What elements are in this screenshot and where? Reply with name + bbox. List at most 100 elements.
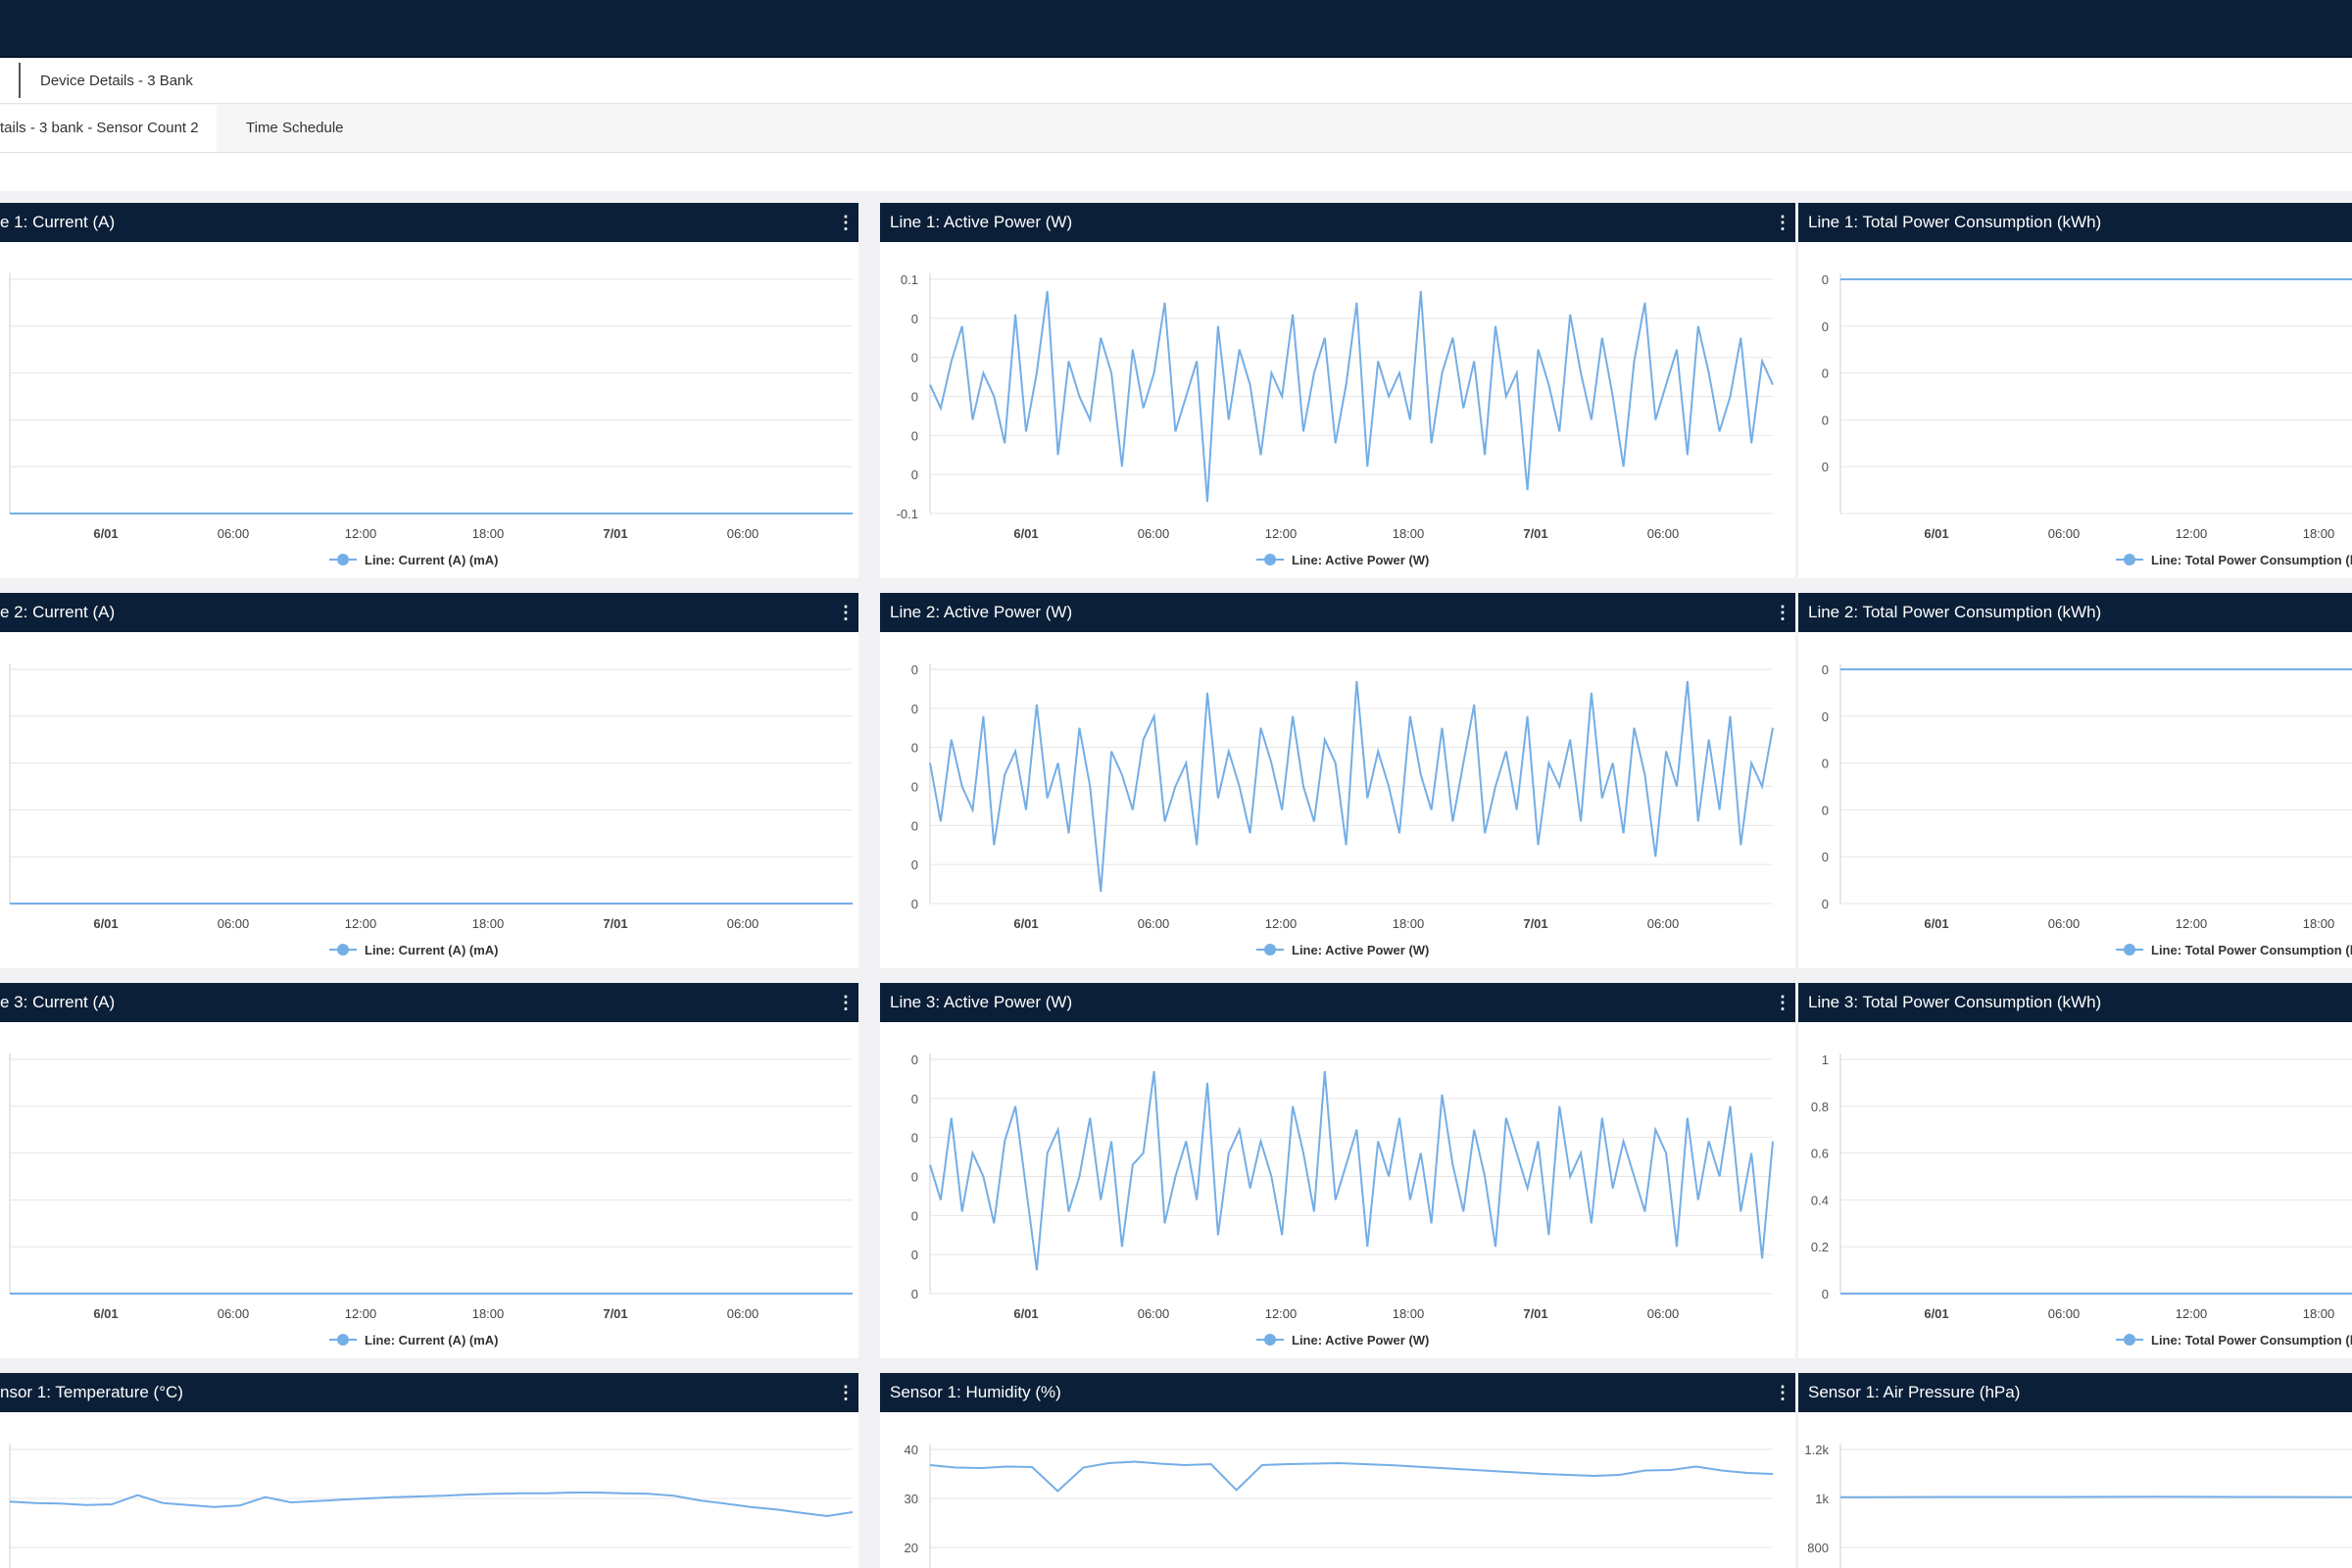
more-vert-icon[interactable]: ⋮	[1774, 993, 1791, 1012]
legend-label[interactable]: Line: Current (A) (mA)	[365, 553, 499, 567]
chart-panel: Line 3: Total Power Consumption (kWh) 1 0.…	[1798, 983, 2352, 1358]
x-tick-label: 18:00	[1393, 916, 1425, 931]
y-tick-label: 0	[1822, 272, 1829, 287]
legend-swatch-dot	[337, 944, 349, 956]
panel-title: Line 2: Active Power (W)	[890, 603, 1073, 621]
breadcrumb-divider	[19, 63, 21, 98]
chart-panel: nsor 1: Temperature (°C) ⋮ 505	[0, 1373, 858, 1568]
x-tick-label: 6/01	[93, 916, 118, 931]
panel-title: Line 1: Active Power (W)	[890, 213, 1073, 231]
x-tick-label: 6/01	[1013, 526, 1038, 541]
legend-swatch-dot	[337, 1334, 349, 1346]
chart-panel: e 3: Current (A) ⋮ 6/01 06:00 12:00 18:00 7/01…	[0, 983, 858, 1358]
series-line	[929, 680, 1774, 893]
chart-svg: 6/01 06:00 12:00 18:00 7/01 06:00 Line: Curren…	[9, 273, 853, 567]
chart-svg: 505	[9, 1444, 854, 1568]
y-tick-label: 1k	[1815, 1492, 1829, 1506]
x-tick-label: 06:00	[727, 916, 760, 931]
y-tick-label: 20	[905, 1541, 918, 1555]
panel-title: e 1: Current (A)	[0, 213, 116, 231]
x-tick-label: 7/01	[603, 916, 627, 931]
y-tick-label: 0.6	[1811, 1147, 1829, 1161]
x-tick-label: 6/01	[1013, 916, 1038, 931]
panel-header: Sensor 1: Air Pressure (hPa)	[1798, 1373, 2352, 1412]
panel-header: Line 3: Total Power Consumption (kWh)	[1798, 983, 2352, 1022]
y-tick-label: 0	[1822, 367, 1829, 381]
legend-label[interactable]: Line: Active Power (W)	[1292, 1333, 1429, 1348]
legend-swatch-dot	[1264, 554, 1276, 565]
y-tick-label: 0.8	[1811, 1100, 1829, 1114]
x-tick-label: 06:00	[2048, 526, 2081, 541]
more-vert-icon[interactable]: ⋮	[837, 603, 855, 622]
chart-panel: e 2: Current (A) ⋮ 6/01 06:00 12:00 18:00 7/01…	[0, 593, 858, 968]
panel-header: Line 2: Active Power (W) ⋮	[880, 593, 1795, 632]
x-tick-label: 12:00	[1265, 916, 1298, 931]
panel-title: Line 3: Active Power (W)	[890, 993, 1073, 1011]
tab-bar	[0, 105, 2352, 153]
x-tick-label: 06:00	[218, 526, 250, 541]
y-tick-label: 0	[1822, 319, 1829, 334]
chart-svg: 0 0 0 0 0 0 0 6/01 06:00 12:00 18:00 7/01 06:00 Line:…	[911, 1053, 1774, 1348]
x-tick-label: 06:00	[1647, 526, 1680, 541]
chart-panel: Line 2: Active Power (W) ⋮ 0 0 0 0 0 0 0 6/01 06:0…	[880, 593, 1795, 968]
more-vert-icon[interactable]: ⋮	[837, 213, 855, 232]
legend-swatch-dot	[2124, 1334, 2135, 1346]
y-tick-label: 0	[911, 428, 918, 443]
legend-label[interactable]: Line: Total Power Consumption (kWh)	[2151, 1333, 2352, 1348]
panel-header: e 1: Current (A) ⋮	[0, 203, 858, 242]
x-tick-label: 12:00	[1265, 526, 1298, 541]
legend-label[interactable]: Line: Active Power (W)	[1292, 553, 1429, 567]
x-tick-label: 06:00	[1138, 1306, 1170, 1321]
chart-svg: 1.2k 1k 800	[1804, 1443, 2352, 1568]
chart-panel: Sensor 1: Humidity (%) ⋮ 40 30 20	[880, 1373, 1795, 1568]
y-tick-label: 0	[911, 897, 918, 911]
more-vert-icon[interactable]: ⋮	[1774, 1383, 1791, 1402]
x-tick-label: 18:00	[472, 526, 505, 541]
y-tick-label: 0.1	[901, 272, 918, 287]
more-vert-icon[interactable]: ⋮	[1774, 603, 1791, 622]
y-tick-label: 0	[911, 467, 918, 482]
x-tick-label: 06:00	[727, 526, 760, 541]
x-tick-label: 6/01	[1924, 526, 1948, 541]
panel-header: Sensor 1: Humidity (%) ⋮	[880, 1373, 1795, 1412]
legend-label[interactable]: Line: Total Power Consumption (kWh)	[2151, 553, 2352, 567]
y-tick-label: 0	[911, 741, 918, 756]
panel-title: e 2: Current (A)	[0, 603, 116, 621]
legend-swatch-dot	[2124, 554, 2135, 565]
y-tick-label: 0	[1822, 662, 1829, 677]
legend-label[interactable]: Line: Current (A) (mA)	[365, 1333, 499, 1348]
y-tick-label: 0	[1822, 757, 1829, 771]
panel-title: Sensor 1: Humidity (%)	[890, 1383, 1061, 1401]
x-tick-label: 12:00	[345, 1306, 377, 1321]
breadcrumb[interactable]: Device Details - 3 Bank	[40, 73, 193, 89]
x-tick-label: 18:00	[472, 1306, 505, 1321]
x-tick-label: 6/01	[93, 526, 118, 541]
chart-svg: 0 0 0 0 0 6/01 06:00 12:00 18:00 Line: Total Powe…	[1822, 272, 2352, 567]
legend-label[interactable]: Line: Current (A) (mA)	[365, 943, 499, 957]
y-tick-label: 800	[1807, 1541, 1829, 1555]
tab-time-schedule[interactable]: Time Schedule	[246, 120, 344, 136]
panel-header: e 3: Current (A) ⋮	[0, 983, 858, 1022]
panel-title: Sensor 1: Air Pressure (hPa)	[1808, 1383, 2021, 1401]
y-tick-label: 0	[1822, 897, 1829, 911]
legend-label[interactable]: Line: Total Power Consumption (kWh)	[2151, 943, 2352, 957]
y-tick-label: 0	[1822, 710, 1829, 724]
y-tick-label: 0	[911, 1092, 918, 1106]
more-vert-icon[interactable]: ⋮	[1774, 213, 1791, 232]
panel-header: e 2: Current (A) ⋮	[0, 593, 858, 632]
x-tick-label: 06:00	[727, 1306, 760, 1321]
y-tick-label: 0	[911, 858, 918, 872]
tab-device-details[interactable]: tails - 3 bank - Sensor Count 2	[0, 105, 217, 152]
y-tick-label: 1.2k	[1804, 1443, 1829, 1457]
y-tick-label: 0	[911, 780, 918, 795]
y-tick-label: 0	[911, 702, 918, 716]
x-tick-label: 18:00	[1393, 526, 1425, 541]
series-line	[929, 1070, 1774, 1271]
chart-panel: Line 1: Active Power (W) ⋮ 0.1 0 0 0 0 0 -0.1 6/0…	[880, 203, 1795, 578]
x-tick-label: 18:00	[472, 916, 505, 931]
more-vert-icon[interactable]: ⋮	[837, 993, 855, 1012]
more-vert-icon[interactable]: ⋮	[837, 1383, 855, 1402]
breadcrumb-bar	[0, 58, 2352, 104]
legend-label[interactable]: Line: Active Power (W)	[1292, 943, 1429, 957]
x-tick-label: 18:00	[2303, 916, 2335, 931]
